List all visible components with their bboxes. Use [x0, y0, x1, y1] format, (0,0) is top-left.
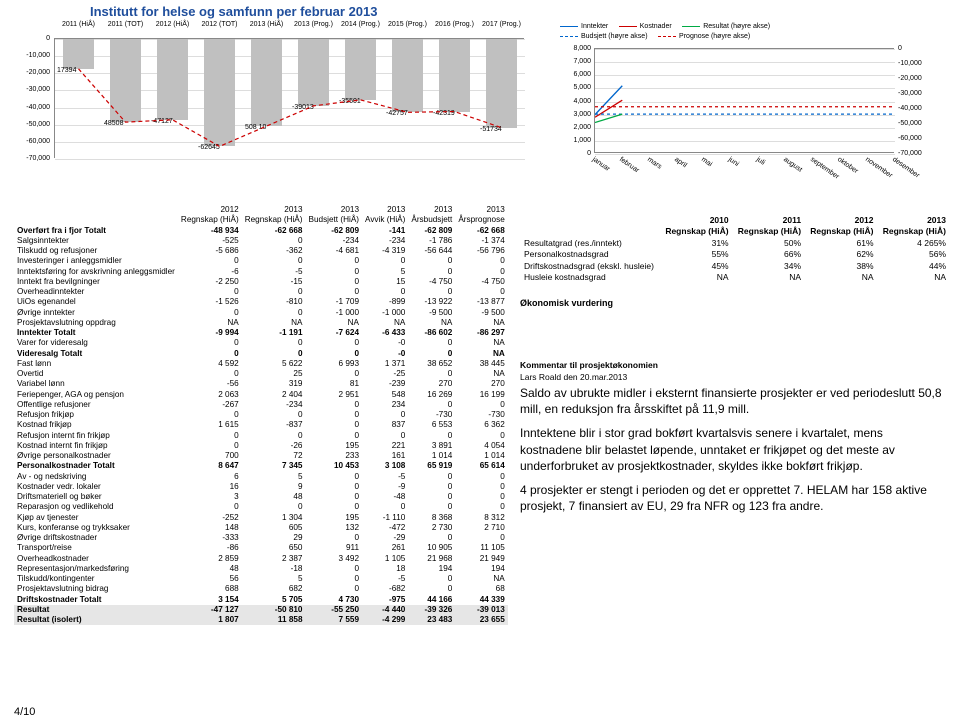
table-row: Videresalg Totalt000-00NA: [14, 349, 508, 359]
table-row: Driftskostnadsgrad (ekskl. husleie)45%34…: [520, 261, 950, 272]
table-row: Tilskudd/kontingenter5650-50NA: [14, 574, 508, 584]
commentary-body: Saldo av ubrukte midler i eksternt finan…: [520, 385, 945, 522]
table-row: Offentlige refusjoner-267-234023400: [14, 400, 508, 410]
legend-inntekter: Inntekter: [560, 23, 608, 30]
table-row: Investeringer i anleggsmidler000000: [14, 256, 508, 266]
table-row: Personalkostnadsgrad55%66%62%56%: [520, 249, 950, 260]
legend-prognose: Prognose (høyre akse): [658, 33, 750, 40]
table-row: Resultat-47 127-50 810-55 250-4 440-39 3…: [14, 605, 508, 615]
table-row: Overtid0250-250NA: [14, 369, 508, 379]
table-row: Overheadinntekter000000: [14, 287, 508, 297]
table-row: Variabel lønn-5631981-239270270: [14, 379, 508, 389]
table-row: Husleie kostnadsgradNANANANA: [520, 272, 950, 283]
legend-budsjett: Budsjett (høyre akse): [560, 33, 648, 40]
table-row: Kostnader vedr. lokaler1690-900: [14, 482, 508, 492]
table-row: Prosjektavslutning oppdragNANANANANANA: [14, 318, 508, 328]
table-row: Feriepenger, AGA og pensjon2 0632 4042 9…: [14, 390, 508, 400]
commentary-heading: Kommentar til prosjektøkonomien: [520, 360, 658, 370]
table-row: Kostnad internt fin frikjøp0-261952213 8…: [14, 441, 508, 451]
ratios-block: 2010201120122013Regnskap (HiÅ)Regnskap (…: [520, 215, 950, 284]
table-row: Transport/reise-8665091126110 90511 105: [14, 543, 508, 553]
table-row: Inntekter Totalt-9 994-1 191-7 624-6 433…: [14, 328, 508, 338]
main-table: 201220132013201320132013Regnskap (HiÅ)Re…: [14, 205, 508, 625]
econ-heading: Økonomisk vurdering: [520, 298, 613, 308]
table-row: Kjøp av tjenester-2521 304195-1 1108 368…: [14, 513, 508, 523]
table-row: Inntektsføring for avskrivning anleggsmi…: [14, 267, 508, 277]
table-row: Kostnad frikjøp1 615-83708376 5536 362: [14, 420, 508, 430]
table-row: Øvrige personalkostnader700722331611 014…: [14, 451, 508, 461]
page-number: 4/10: [14, 706, 35, 718]
table-row: Salgsinntekter-5250-234-234-1 786-1 374: [14, 236, 508, 246]
table-row: Fast lønn4 5925 6226 9931 37138 65238 44…: [14, 359, 508, 369]
table-row: Inntekt fra bevilgninger-2 250-15015-4 7…: [14, 277, 508, 287]
legend-resultat: Resultat (høyre akse): [682, 23, 770, 30]
table-row: Refusjon internt fin frikjøp000000: [14, 431, 508, 441]
table-row: Personalkostnader Totalt8 6477 34510 453…: [14, 461, 508, 471]
table-row: Refusjon frikjøp0000-730-730: [14, 410, 508, 420]
page-title: Institutt for helse og samfunn per febru…: [90, 4, 378, 19]
table-row: UiOs egenandel-1 526-810-1 709-899-13 92…: [14, 297, 508, 307]
legend-kostnader: Kostnader: [619, 23, 672, 30]
table-row: Prosjektavslutning bidrag6886820-682068: [14, 584, 508, 594]
chart-left: 0-10,000-20,000-30,000-40,000-50,000-60,…: [14, 20, 554, 180]
table-row: Varer for videresalg000-00NA: [14, 338, 508, 348]
table-row: Overført fra i fjor Totalt-48 934-62 668…: [14, 226, 508, 236]
table-row: Representasjon/markedsføring48-180181941…: [14, 564, 508, 574]
table-row: Av - og nedskriving650-500: [14, 472, 508, 482]
table-row: Overheadkostnader2 8592 3873 4921 10521 …: [14, 554, 508, 564]
commentary-author: Lars Roald den 20.mar.2013: [520, 372, 627, 382]
table-row: Resultat (isolert)1 80711 8587 559-4 299…: [14, 615, 508, 625]
table-row: Driftsmateriell og bøker3480-4800: [14, 492, 508, 502]
table-row: Resultatgrad (res./inntekt)31%50%61%4 26…: [520, 238, 950, 249]
table-row: Øvrige inntekter00-1 000-1 000-9 500-9 5…: [14, 308, 508, 318]
table-row: Driftskostnader Totalt3 1545 7054 730-97…: [14, 595, 508, 605]
table-row: Reparasjon og vedlikehold000000: [14, 502, 508, 512]
chart-right: Inntekter Kostnader Resultat (høyre akse…: [560, 20, 950, 180]
table-row: Tilskudd og refusjoner-5 686-362-4 681-4…: [14, 246, 508, 256]
table-row: Kurs, konferanse og trykksaker148605132-…: [14, 523, 508, 533]
table-row: Øvrige driftskostnader-333290-2900: [14, 533, 508, 543]
